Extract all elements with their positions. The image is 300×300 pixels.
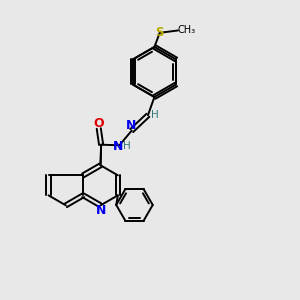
Text: O: O bbox=[94, 117, 104, 130]
Text: H: H bbox=[123, 142, 130, 152]
Text: N: N bbox=[125, 119, 136, 132]
Text: CH₃: CH₃ bbox=[177, 26, 195, 35]
Text: N: N bbox=[113, 140, 123, 153]
Text: H: H bbox=[152, 110, 159, 120]
Text: S: S bbox=[155, 26, 164, 39]
Text: N: N bbox=[96, 204, 106, 217]
